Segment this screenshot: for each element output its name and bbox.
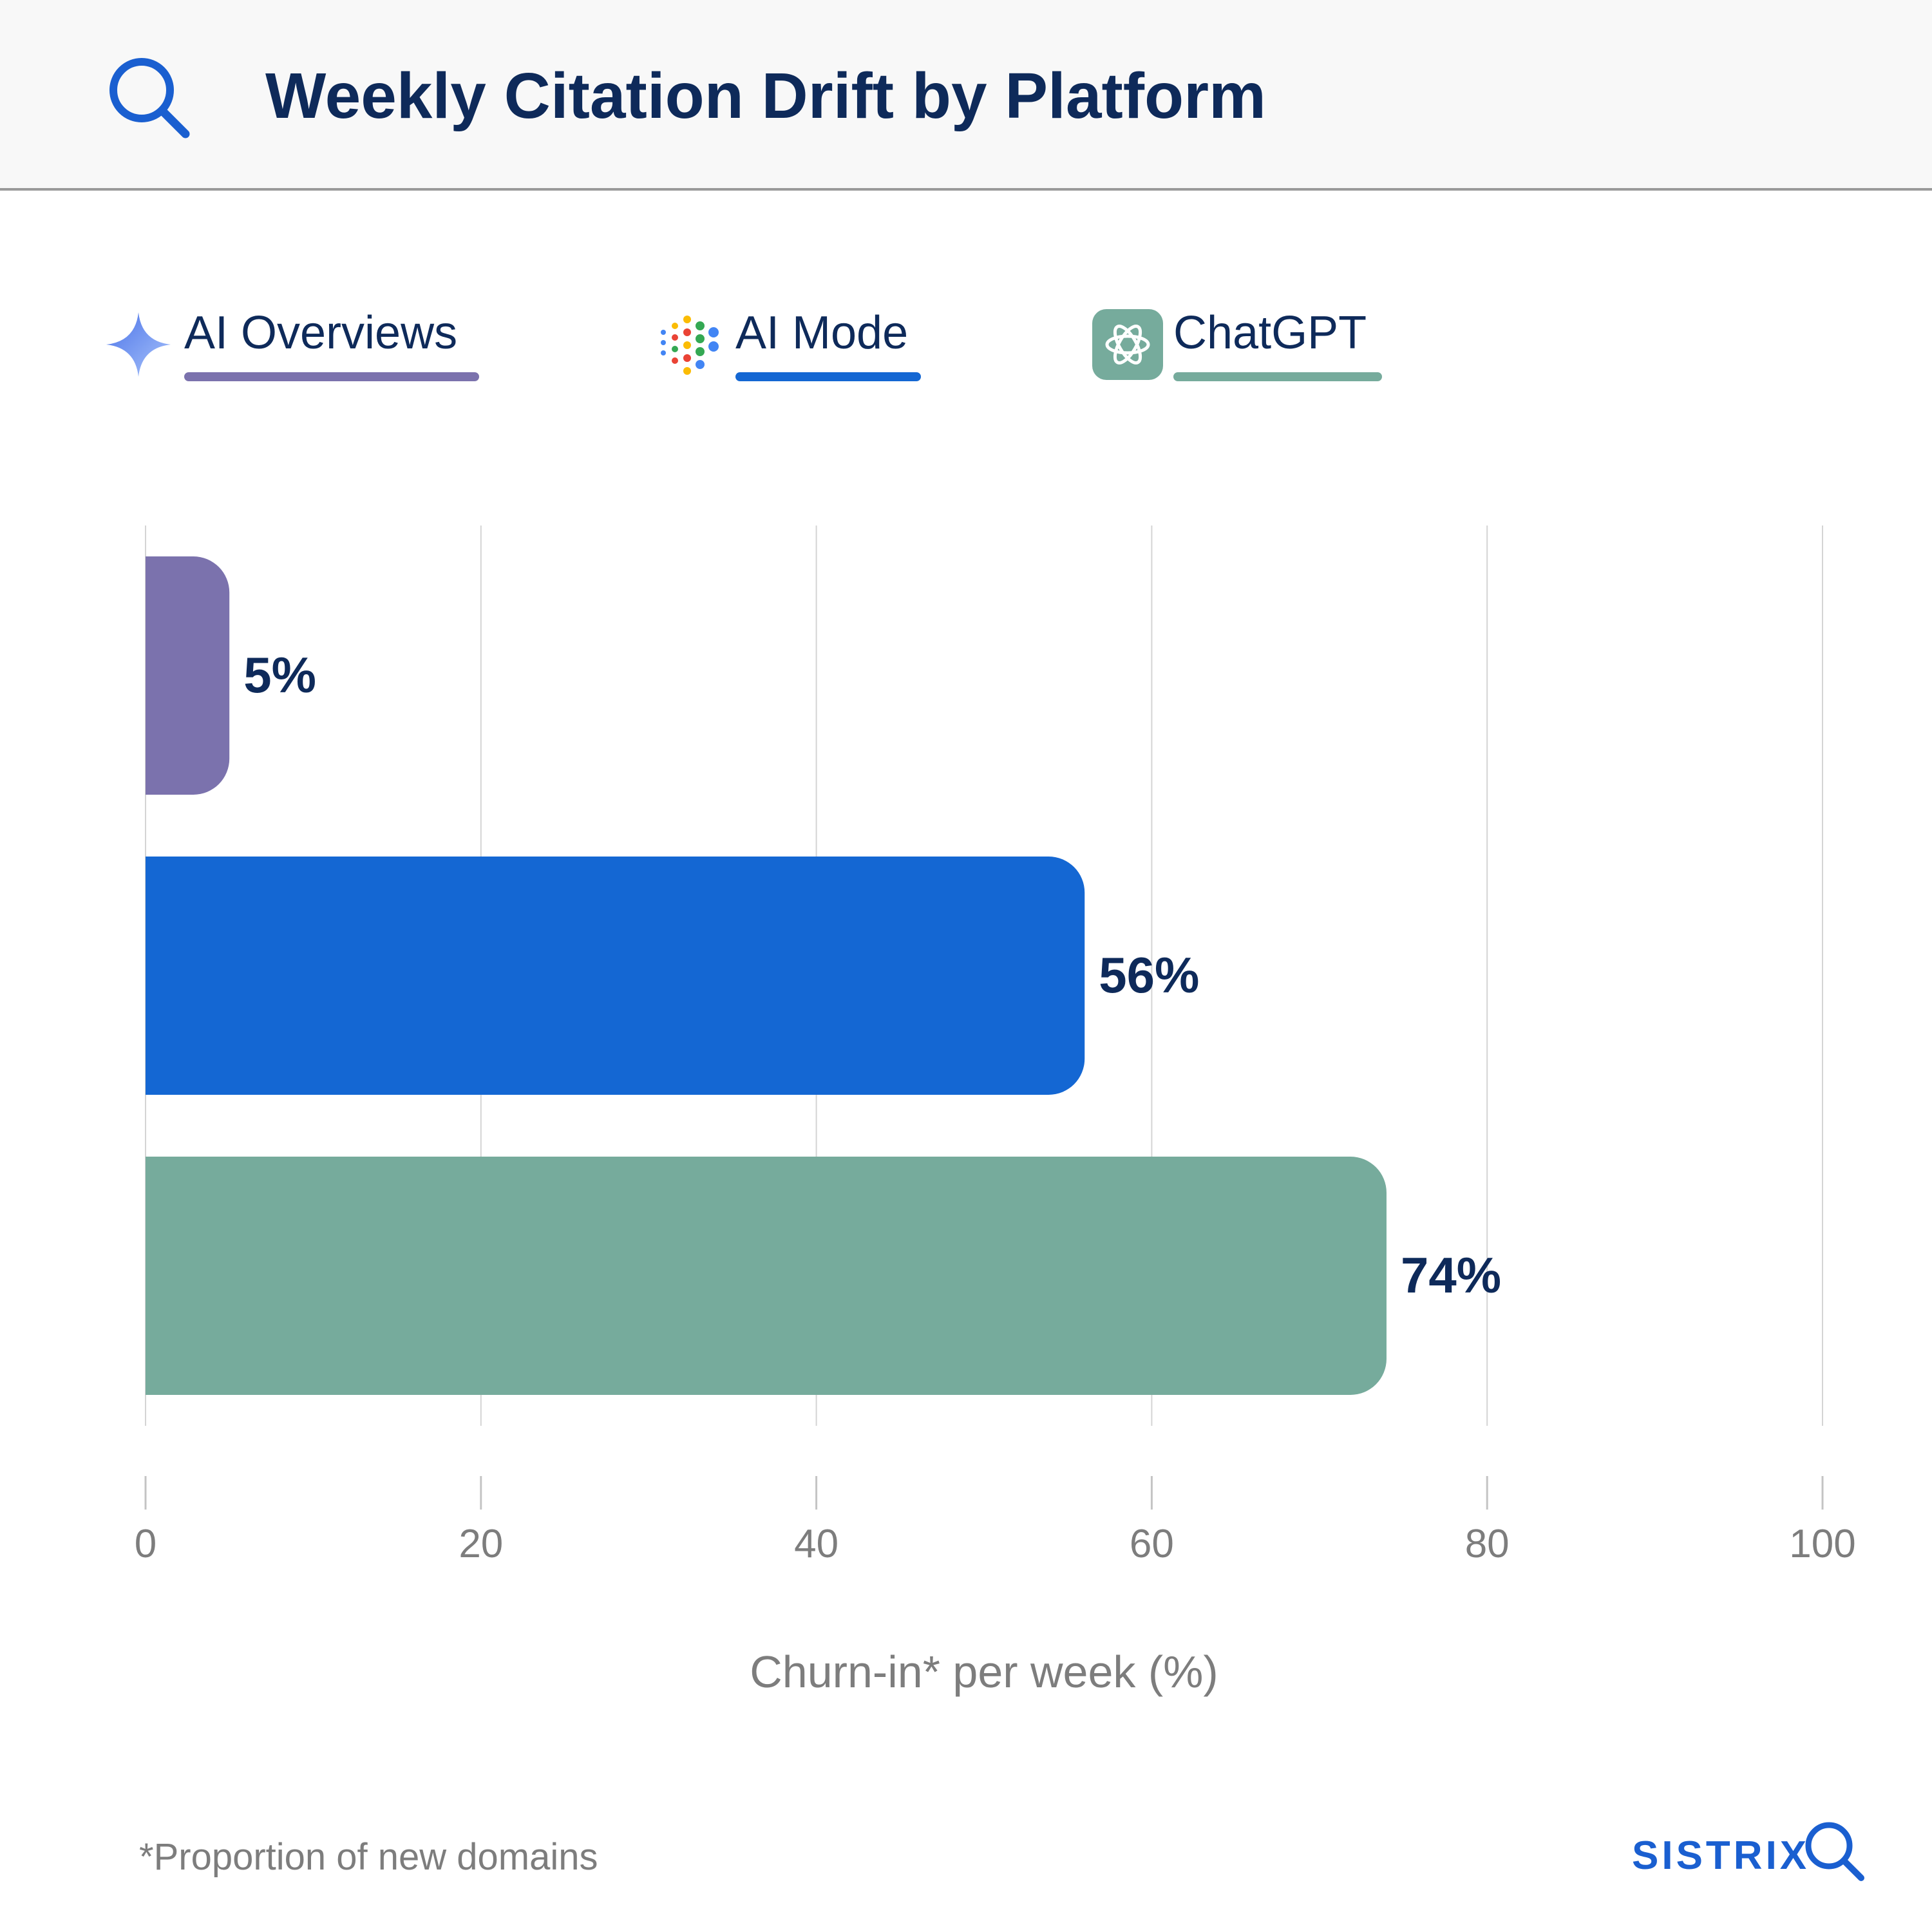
data-label: 74% [1401,1247,1501,1303]
legend-label: AI Overviews [184,307,458,359]
x-tick-label: 80 [1465,1522,1510,1566]
data-label: 56% [1099,947,1199,1003]
x-tick-label: 60 [1130,1522,1174,1566]
dots-icon [661,316,719,375]
legend-label: ChatGPT [1173,307,1367,359]
sparkle-icon [106,312,171,377]
header: Weekly Citation Drift by Platform [0,0,1932,191]
x-axis-label: Churn-in* per week (%) [750,1647,1218,1697]
bar-ai-overviews [146,556,230,795]
search-icon [109,58,190,138]
bar-ai-mode [146,857,1085,1095]
brand-logo: SISTRIX [1632,1833,1810,1878]
footnote: *Proportion of new domains [139,1836,598,1878]
legend-swatch [184,372,479,381]
page-title: Weekly Citation Drift by Platform [265,60,1266,132]
bar-chatgpt [146,1157,1387,1395]
legend-swatch [1173,372,1382,381]
x-tick-label: 100 [1789,1522,1855,1566]
data-label: 5% [243,647,316,703]
legend-swatch [735,372,921,381]
x-tick-label: 20 [459,1522,503,1566]
bar-chart: 0 20 40 60 80 100 5% 56% 74% Churn-in* per week (… [135,526,1856,1697]
brand-search-icon [1805,1822,1864,1881]
x-tick-label: 0 [135,1522,156,1566]
chatgpt-logo-icon [1092,309,1163,380]
legend-label: AI Mode [735,307,909,359]
x-tick-label: 40 [794,1522,838,1566]
